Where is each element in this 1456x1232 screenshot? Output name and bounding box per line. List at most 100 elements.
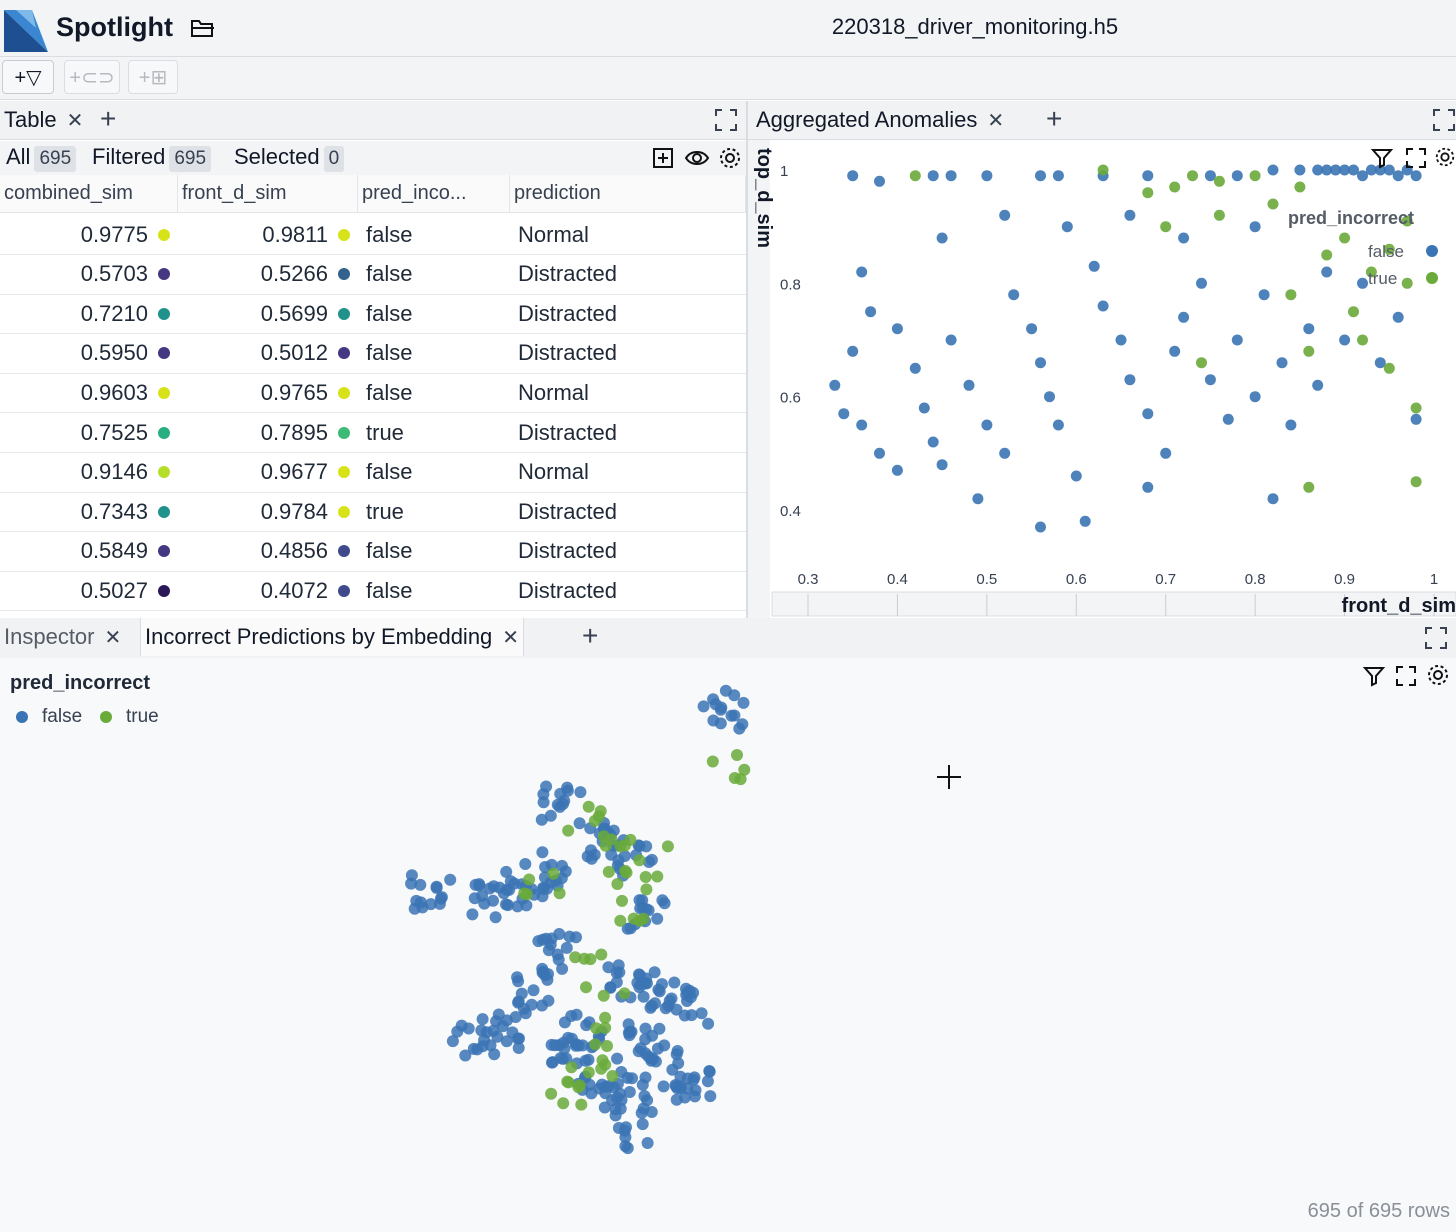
count-selected[interactable]: Selected 0 — [234, 144, 345, 172]
embedding-point-false — [668, 976, 681, 989]
legend-item-false[interactable]: false — [16, 706, 82, 728]
cell-pred-incorrect[interactable]: false — [358, 453, 510, 492]
cell-combined-sim[interactable]: 0.7525 — [0, 413, 178, 452]
visibility-eye-icon[interactable] — [684, 147, 710, 169]
table-row[interactable]: 0.5027 0.4072 false Distracted — [0, 571, 746, 612]
cell-combined-sim[interactable]: 0.5703 — [0, 255, 178, 294]
close-icon[interactable]: ✕ — [987, 109, 1005, 132]
cell-prediction[interactable]: Normal — [510, 373, 746, 412]
column-header-combined-sim[interactable]: combined_sim — [0, 175, 178, 213]
fit-view-icon[interactable] — [1404, 146, 1428, 170]
close-icon[interactable]: ✕ — [66, 109, 84, 132]
cell-front-d-sim[interactable]: 0.9784 — [178, 492, 358, 531]
table-row[interactable]: 0.7343 0.9784 true Distracted — [0, 492, 746, 533]
settings-gear-icon[interactable] — [718, 146, 742, 170]
cell-pred-incorrect[interactable]: false — [358, 215, 510, 254]
cell-combined-sim[interactable]: 0.7210 — [0, 294, 178, 333]
cell-pred-incorrect[interactable]: false — [358, 334, 510, 373]
table-row[interactable]: 0.7525 0.7895 true Distracted — [0, 413, 746, 453]
cell-front-d-sim[interactable]: 0.4856 — [178, 532, 358, 571]
cell-prediction[interactable]: Normal — [510, 215, 746, 254]
add-column-icon[interactable] — [652, 147, 674, 169]
scatter-point-true — [909, 170, 921, 182]
cell-prediction[interactable]: Distracted — [510, 571, 746, 610]
open-folder-icon[interactable] — [190, 16, 216, 40]
add-tab-icon[interactable]: + — [100, 103, 117, 134]
color-dot — [338, 307, 350, 320]
color-dot — [338, 466, 350, 479]
cell-combined-sim[interactable]: 0.9603 — [0, 373, 178, 412]
column-header-pred-incorrect[interactable]: pred_inco... — [358, 175, 510, 213]
cell-combined-sim[interactable]: 0.7343 — [0, 492, 178, 531]
column-header-prediction[interactable]: prediction — [510, 175, 746, 213]
cell-combined-sim[interactable]: 0.9146 — [0, 453, 178, 492]
add-tab-icon[interactable]: + — [582, 620, 599, 651]
cell-prediction[interactable]: Distracted — [510, 294, 746, 333]
legend-dot-true — [100, 711, 112, 723]
cell-front-d-sim[interactable]: 0.7895 — [178, 413, 358, 452]
fit-view-icon[interactable] — [1394, 664, 1418, 688]
cell-front-d-sim[interactable]: 0.4072 — [178, 571, 358, 610]
tab-inspector[interactable]: Inspector ✕ — [0, 618, 125, 656]
embedding-point-false — [709, 698, 722, 711]
table-row[interactable]: 0.9603 0.9765 false Normal — [0, 373, 746, 414]
tab-table[interactable]: Table ✕ — [0, 101, 87, 139]
table-row[interactable]: 0.9775 0.9811 false Normal — [0, 215, 746, 255]
cell-pred-incorrect[interactable]: true — [358, 492, 510, 531]
scatter-point-false — [1392, 311, 1404, 323]
cell-pred-incorrect[interactable]: false — [358, 532, 510, 571]
table-row[interactable]: 0.5703 0.5266 false Distracted — [0, 255, 746, 295]
cell-prediction[interactable]: Normal — [510, 453, 746, 492]
table-row[interactable]: 0.5950 0.5012 false Distracted — [0, 334, 746, 374]
maximize-icon[interactable] — [714, 108, 738, 132]
cell-prediction[interactable]: Distracted — [510, 334, 746, 373]
embedding-point-false — [430, 881, 443, 894]
add-filter-button[interactable]: +▽ — [2, 60, 54, 94]
tab-aggregated-anomalies[interactable]: Aggregated Anomalies ✕ — [752, 101, 1008, 139]
count-all[interactable]: All 695 — [6, 144, 77, 172]
embedding-point-false — [519, 858, 532, 870]
tab-incorrect-predictions[interactable]: Incorrect Predictions by Embedding ✕ — [140, 618, 525, 656]
color-dot — [338, 584, 350, 597]
cell-combined-sim[interactable]: 0.5950 — [0, 334, 178, 373]
cell-pred-incorrect[interactable]: false — [358, 571, 510, 610]
cell-front-d-sim[interactable]: 0.9765 — [178, 373, 358, 412]
cell-front-d-sim[interactable]: 0.5012 — [178, 334, 358, 373]
maximize-icon[interactable] — [1424, 626, 1448, 650]
cell-combined-sim[interactable]: 0.5849 — [0, 532, 178, 571]
cell-front-d-sim[interactable]: 0.9677 — [178, 453, 358, 492]
close-icon[interactable]: ✕ — [502, 626, 520, 649]
cell-front-d-sim[interactable]: 0.5266 — [178, 255, 358, 294]
settings-gear-icon[interactable] — [1426, 663, 1450, 687]
table-row[interactable]: 0.9146 0.9677 false Normal — [0, 453, 746, 493]
cell-combined-sim[interactable]: 0.5027 — [0, 571, 178, 610]
scatter-point-false — [1276, 357, 1288, 369]
column-header-front-d-sim[interactable]: front_d_sim — [178, 175, 358, 213]
add-group-button[interactable]: +⊂⊃ — [64, 60, 120, 94]
filter-icon[interactable] — [1362, 664, 1386, 688]
cell-prediction[interactable]: Distracted — [510, 532, 746, 571]
count-filtered[interactable]: Filtered 695 — [92, 144, 212, 172]
close-icon[interactable]: ✕ — [104, 626, 122, 649]
cell-front-d-sim[interactable]: 0.5699 — [178, 294, 358, 333]
settings-gear-icon[interactable] — [1434, 145, 1456, 169]
cell-pred-incorrect[interactable]: false — [358, 373, 510, 412]
cell-front-d-sim[interactable]: 0.9811 — [178, 215, 358, 254]
add-tab-icon[interactable]: + — [1046, 103, 1063, 134]
legend-item-true[interactable]: true — [100, 706, 159, 728]
maximize-icon[interactable] — [1432, 108, 1456, 132]
add-compare-button[interactable]: +⊞ — [128, 60, 178, 94]
vertical-splitter[interactable] — [746, 101, 748, 618]
cell-prediction[interactable]: Distracted — [510, 255, 746, 294]
cell-prediction[interactable]: Distracted — [510, 413, 746, 452]
cell-combined-sim[interactable]: 0.9775 — [0, 215, 178, 254]
embedding-scatter-plot[interactable] — [180, 658, 1456, 1228]
aggregated-anomalies-scatter-plot[interactable]: top_d_sim 0.4 0.6 0.8 1 0.3 0.4 0.5 0.6 0.7 0.8 0.9… — [748, 140, 1456, 618]
cell-pred-incorrect[interactable]: false — [358, 255, 510, 294]
cell-pred-incorrect[interactable]: false — [358, 294, 510, 333]
filter-icon[interactable] — [1370, 146, 1394, 170]
table-row[interactable]: 0.5849 0.4856 false Distracted — [0, 532, 746, 572]
cell-pred-incorrect[interactable]: true — [358, 413, 510, 452]
cell-prediction[interactable]: Distracted — [510, 492, 746, 531]
table-row[interactable]: 0.7210 0.5699 false Distracted — [0, 294, 746, 335]
